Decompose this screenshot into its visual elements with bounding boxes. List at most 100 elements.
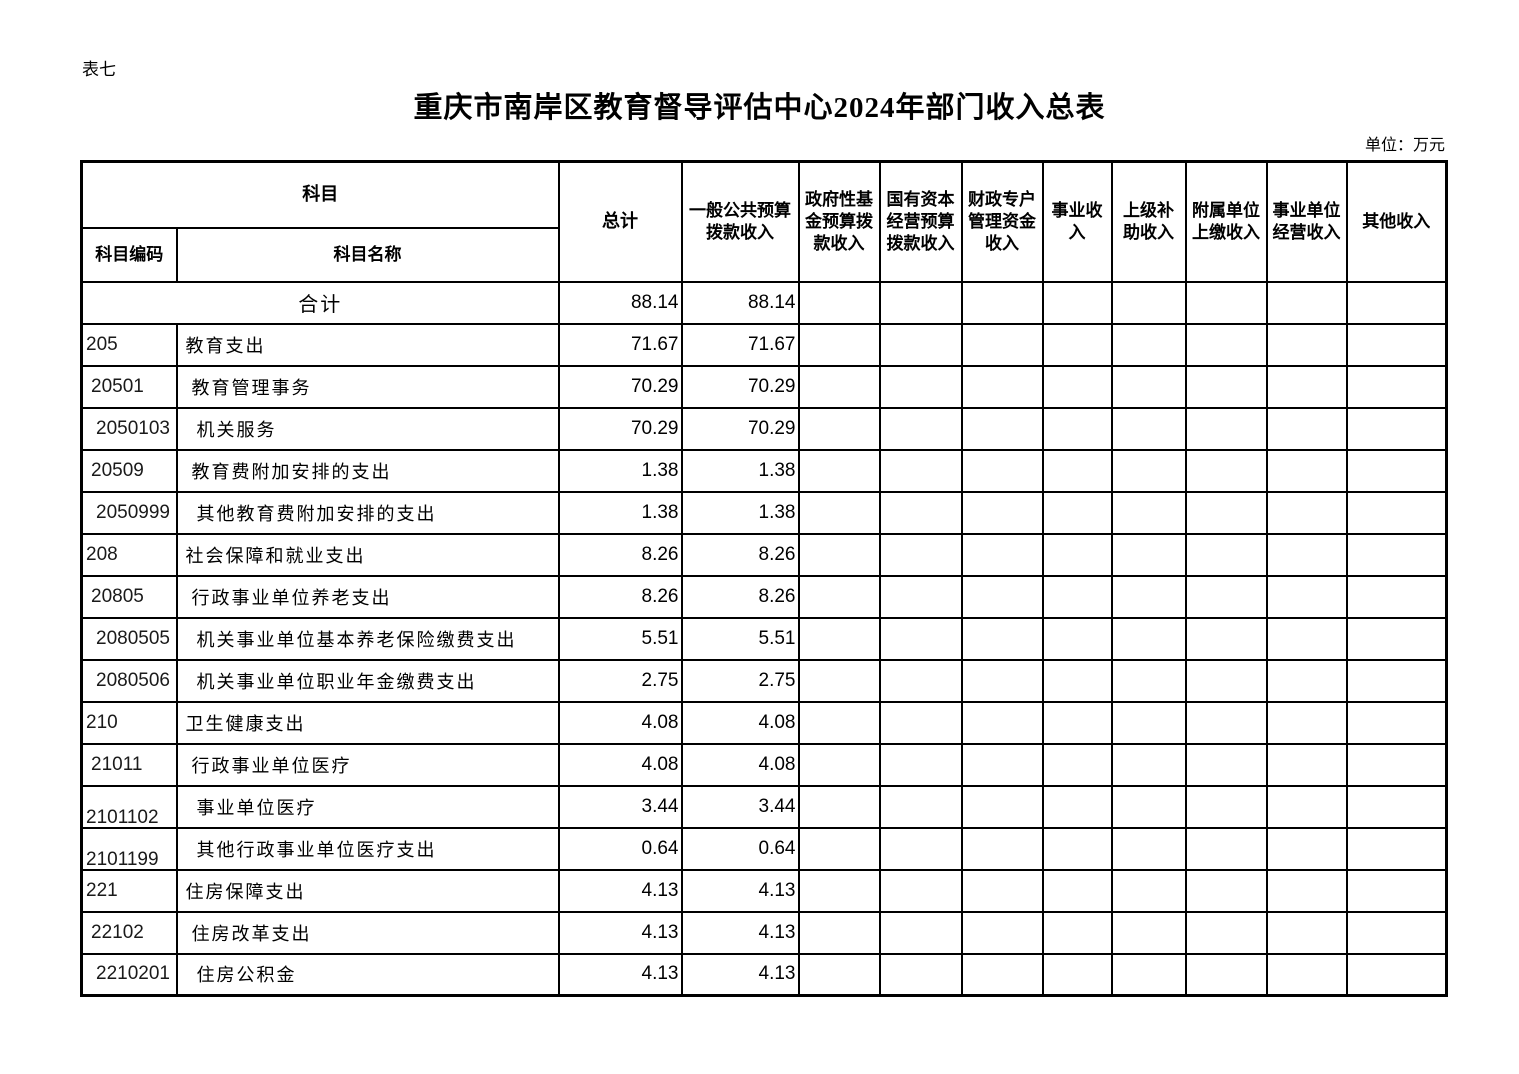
empty-value-cell bbox=[1265, 826, 1348, 871]
empty-value-cell bbox=[960, 742, 1044, 787]
empty-value-cell bbox=[1345, 532, 1448, 577]
empty-value-cell bbox=[960, 574, 1044, 619]
subject-code-cell: 2101102 bbox=[80, 784, 178, 829]
subject-code-cell: 2050103 bbox=[80, 406, 178, 451]
general-budget-value-cell: 70.29 bbox=[680, 406, 800, 451]
empty-value-cell bbox=[1345, 700, 1448, 745]
empty-value-cell bbox=[1184, 826, 1268, 871]
empty-value-cell bbox=[878, 784, 963, 829]
empty-value-cell bbox=[1345, 952, 1448, 997]
table-row: 2080506 机关事业单位职业年金缴费支出 2.75 2.75 bbox=[80, 658, 1448, 703]
empty-value-cell bbox=[1345, 784, 1448, 829]
empty-value-cell bbox=[1265, 322, 1348, 367]
empty-value-cell bbox=[797, 784, 881, 829]
table-row: 2210201 住房公积金 4.13 4.13 bbox=[80, 952, 1448, 997]
general-budget-value-cell: 4.08 bbox=[680, 742, 800, 787]
table-row: 2050103 机关服务 70.29 70.29 bbox=[80, 406, 1448, 451]
table-row: 20509 教育费附加安排的支出 1.38 1.38 bbox=[80, 448, 1448, 493]
empty-value-cell bbox=[797, 658, 881, 703]
empty-value-cell bbox=[960, 532, 1044, 577]
empty-value-cell bbox=[960, 658, 1044, 703]
header-gov-fund: 政府性基金预算拨款收入 bbox=[797, 160, 881, 283]
empty-value-cell bbox=[878, 868, 963, 913]
empty-value-cell bbox=[1345, 364, 1448, 409]
total-value-cell: 4.13 bbox=[557, 952, 683, 997]
empty-value-cell bbox=[960, 700, 1044, 745]
empty-value-cell bbox=[1265, 658, 1348, 703]
empty-value-cell bbox=[1265, 532, 1348, 577]
empty-value-cell bbox=[797, 322, 881, 367]
empty-value-cell bbox=[1345, 490, 1448, 535]
empty-value-cell bbox=[1184, 868, 1268, 913]
header-other-income: 其他收入 bbox=[1345, 160, 1448, 283]
empty-value-cell bbox=[878, 406, 963, 451]
header-subject-name: 科目名称 bbox=[175, 226, 560, 283]
total-value-cell: 70.29 bbox=[557, 406, 683, 451]
subject-name-cell: 教育支出 bbox=[175, 322, 560, 367]
table-row: 221 住房保障支出 4.13 4.13 bbox=[80, 868, 1448, 913]
empty-value-cell bbox=[1345, 574, 1448, 619]
empty-value-cell bbox=[1110, 826, 1187, 871]
empty-value-cell bbox=[1265, 490, 1348, 535]
empty-value-cell bbox=[1110, 658, 1187, 703]
empty-value-cell bbox=[1041, 280, 1113, 325]
subject-name-cell: 教育管理事务 bbox=[175, 364, 560, 409]
table-row: 208 社会保障和就业支出 8.26 8.26 bbox=[80, 532, 1448, 577]
table-row: 20501 教育管理事务 70.29 70.29 bbox=[80, 364, 1448, 409]
document-title: 重庆市南岸区教育督导评估中心2024年部门收入总表 bbox=[413, 92, 1106, 124]
empty-value-cell bbox=[1184, 322, 1268, 367]
unit-label: 单位：万元 bbox=[1364, 137, 1445, 154]
empty-value-cell bbox=[1110, 490, 1187, 535]
empty-value-cell bbox=[1265, 868, 1348, 913]
grand-total-label: 合计 bbox=[80, 280, 560, 325]
subject-code-cell: 2210201 bbox=[80, 952, 178, 997]
empty-value-cell bbox=[1041, 406, 1113, 451]
subject-code-cell: 221 bbox=[80, 868, 178, 913]
empty-value-cell bbox=[1345, 280, 1448, 325]
empty-value-cell bbox=[1110, 406, 1187, 451]
empty-value-cell bbox=[960, 952, 1044, 997]
empty-value-cell bbox=[1041, 868, 1113, 913]
empty-value-cell bbox=[878, 910, 963, 955]
empty-value-cell bbox=[1041, 322, 1113, 367]
empty-value-cell bbox=[1345, 658, 1448, 703]
empty-value-cell bbox=[1265, 574, 1348, 619]
total-value-cell: 8.26 bbox=[557, 532, 683, 577]
empty-value-cell bbox=[1184, 532, 1268, 577]
empty-value-cell bbox=[878, 616, 963, 661]
empty-value-cell bbox=[1265, 784, 1348, 829]
subject-code-cell: 210 bbox=[80, 700, 178, 745]
empty-value-cell bbox=[1265, 364, 1348, 409]
empty-value-cell bbox=[960, 364, 1044, 409]
empty-value-cell bbox=[960, 406, 1044, 451]
empty-value-cell bbox=[1184, 952, 1268, 997]
empty-value-cell bbox=[1184, 784, 1268, 829]
empty-value-cell bbox=[1110, 448, 1187, 493]
empty-value-cell bbox=[797, 742, 881, 787]
general-budget-value-cell: 5.51 bbox=[680, 616, 800, 661]
empty-value-cell bbox=[1265, 616, 1348, 661]
empty-value-cell bbox=[960, 616, 1044, 661]
empty-value-cell bbox=[1110, 742, 1187, 787]
empty-value-cell bbox=[1184, 448, 1268, 493]
subject-name-cell: 社会保障和就业支出 bbox=[175, 532, 560, 577]
general-budget-value-cell: 4.13 bbox=[680, 868, 800, 913]
empty-value-cell bbox=[1345, 910, 1448, 955]
subject-code-cell: 20509 bbox=[80, 448, 178, 493]
subject-code-cell: 20501 bbox=[80, 364, 178, 409]
empty-value-cell bbox=[960, 910, 1044, 955]
header-subject: 科目 bbox=[80, 160, 560, 229]
table-row: 2101199 其他行政事业单位医疗支出 0.64 0.64 bbox=[80, 826, 1448, 871]
total-value-cell: 0.64 bbox=[557, 826, 683, 871]
empty-value-cell bbox=[1110, 700, 1187, 745]
header-state-capital: 国有资本经营预算拨款收入 bbox=[878, 160, 963, 283]
empty-value-cell bbox=[878, 826, 963, 871]
general-budget-value-cell: 8.26 bbox=[680, 574, 800, 619]
empty-value-cell bbox=[1345, 742, 1448, 787]
empty-value-cell bbox=[878, 700, 963, 745]
empty-value-cell bbox=[1345, 616, 1448, 661]
grand-total-row: 合计 88.14 88.14 bbox=[80, 280, 1448, 325]
empty-value-cell bbox=[1041, 616, 1113, 661]
general-budget-value-cell: 1.38 bbox=[680, 448, 800, 493]
empty-value-cell bbox=[1041, 490, 1113, 535]
